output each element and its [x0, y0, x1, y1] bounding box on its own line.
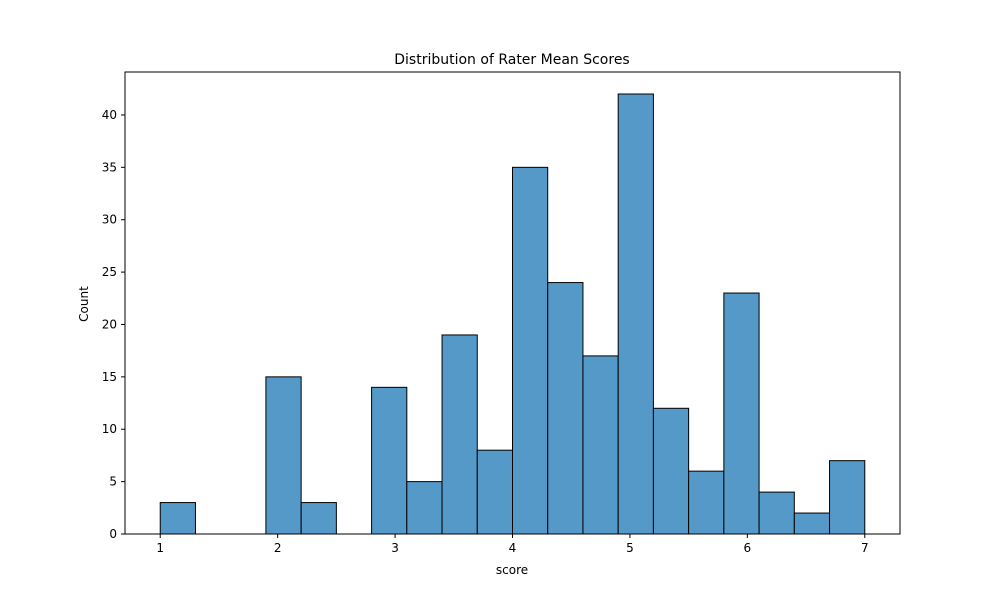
y-tick-label-5: 5: [109, 475, 117, 489]
histogram-bar-3: [265, 376, 302, 535]
histogram-bar-16: [723, 292, 760, 535]
histogram-bar-18: [793, 512, 831, 535]
y-tick-label-0: 0: [109, 527, 117, 541]
x-tick-label-5: 5: [626, 541, 634, 555]
y-tick-label-25: 25: [102, 265, 117, 279]
histogram-bar-13: [617, 93, 654, 535]
x-tick-label-2: 2: [274, 541, 282, 555]
x-tick-label-6: 6: [744, 541, 752, 555]
bars-layer: [159, 93, 866, 535]
y-axis-label: Count: [77, 286, 91, 322]
histogram-bar-12: [582, 355, 619, 535]
y-tick-label-40: 40: [102, 108, 117, 122]
y-tick-label-15: 15: [102, 370, 117, 384]
histogram-bar-0: [159, 502, 196, 535]
x-tick-label-4: 4: [509, 541, 517, 555]
histogram-bar-7: [406, 481, 443, 535]
histogram-bar-9: [476, 449, 514, 535]
y-tick-label-20: 20: [102, 317, 117, 331]
histogram-bar-19: [829, 460, 866, 535]
histogram-bar-4: [300, 502, 337, 535]
x-tick-label-3: 3: [391, 541, 399, 555]
histogram-bar-17: [758, 491, 795, 535]
histogram-bar-8: [441, 334, 478, 535]
y-tick-label-30: 30: [102, 213, 117, 227]
histogram-bar-14: [652, 407, 690, 535]
x-tick-label-1: 1: [156, 541, 164, 555]
y-tick-label-35: 35: [102, 160, 117, 174]
axes-layer: 1 2 3 4 5 6 7 0 5 10 15 20 25 30 35 40: [102, 71, 901, 555]
x-tick-label-7: 7: [861, 541, 869, 555]
y-tick-label-10: 10: [102, 422, 117, 436]
histogram-bar-15: [688, 470, 725, 535]
chart-title: Distribution of Rater Mean Scores: [394, 52, 629, 68]
histogram-bar-6: [371, 386, 408, 535]
histogram-bar-10: [512, 166, 549, 535]
x-axis-label: score: [496, 563, 528, 577]
histogram-bar-11: [547, 282, 584, 535]
